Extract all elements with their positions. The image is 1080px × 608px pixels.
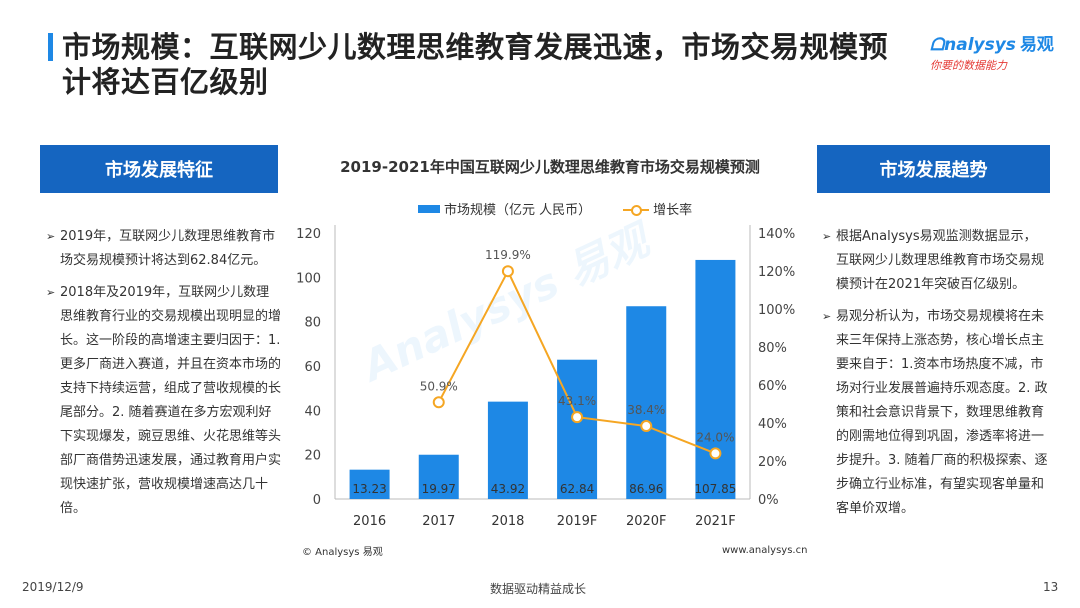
y-left-tick-label: 100 xyxy=(296,271,321,286)
legend-bar-label: 市场规模（亿元 人民币） xyxy=(444,203,592,218)
bar-value-label: 19.97 xyxy=(422,482,456,496)
logo-a-icon: ᗝ xyxy=(930,35,945,55)
left-bullet-2: ➢ 2018年及2019年，互联网少儿数理思维教育行业的交易规模出现明显的增长。这… xyxy=(46,281,282,521)
left-panel-heading: 市场发展特征 xyxy=(40,145,278,193)
left-bullet-2-text: 2018年及2019年，互联网少儿数理思维教育行业的交易规模出现明显的增长。这一… xyxy=(60,285,282,516)
y-right-tick-label: 120% xyxy=(758,265,795,280)
legend-bar-swatch xyxy=(418,204,440,213)
right-bullet-1-text: 根据Analysys易观监测数据显示，互联网少儿数理思维教育市场交易规模预计在2… xyxy=(836,229,1045,292)
bullet-arrow-icon: ➢ xyxy=(46,286,56,299)
chart-legend: 市场规模（亿元 人民币） 增长率 xyxy=(418,199,692,218)
chart-title: 2019-2021年中国互联网少儿数理思维教育市场交易规模预测 xyxy=(340,158,760,176)
logo-text: nalysys xyxy=(944,35,1016,55)
right-bullet-2-text: 易观分析认为，市场交易规模将在未来三年保持上涨态势，核心增长点主要来自于：1.资… xyxy=(836,309,1048,516)
bullet-arrow-icon: ➢ xyxy=(46,230,56,243)
right-bullet-2: ➢ 易观分析认为，市场交易规模将在未来三年保持上涨态势，核心增长点主要来自于：1.… xyxy=(822,305,1048,521)
logo-cn: 易观 xyxy=(1019,35,1054,55)
bullet-arrow-icon: ➢ xyxy=(822,310,832,323)
bullet-arrow-icon: ➢ xyxy=(822,230,832,243)
right-panel-heading: 市场发展趋势 xyxy=(817,145,1050,193)
x-tick-label: 2020F xyxy=(626,514,667,529)
x-tick-label: 2017 xyxy=(422,514,455,529)
market-size-chart: 0 20 40 60 80 100 120 0% 20% 40% 60% 80% 100% 120% 140… xyxy=(296,225,795,529)
site-url: www.analysys.cn xyxy=(722,545,808,556)
y-right-tick-label: 140% xyxy=(758,227,795,242)
left-bullet-1-text: 2019年，互联网少儿数理思维教育市场交易规模预计将达到62.84亿元。 xyxy=(60,229,276,268)
page-number: 13 xyxy=(1043,580,1059,594)
y-left-tick-label: 120 xyxy=(296,227,321,242)
growth-rate-label: 50.9% xyxy=(420,379,458,393)
y-left-tick-label: 0 xyxy=(313,493,321,508)
logo-wordmark: ᗝnalysys 易观 xyxy=(930,30,1054,55)
legend-line-swatch xyxy=(623,203,650,216)
y-right-tick-label: 20% xyxy=(758,455,787,470)
footer-date: 2019/12/9 xyxy=(22,580,84,594)
y-right-tick-label: 0% xyxy=(758,493,779,508)
footer-slogan: 数据驱动精益成长 xyxy=(490,582,587,596)
title-accent-bar xyxy=(48,33,53,61)
y-left-tick-label: 60 xyxy=(304,360,321,375)
x-tick-label: 2019F xyxy=(557,514,598,529)
y-left-tick-label: 20 xyxy=(304,449,321,464)
bar-value-label: 107.85 xyxy=(694,482,736,496)
x-tick-label: 2021F xyxy=(695,514,736,529)
growth-rate-point xyxy=(501,265,514,278)
page-title: 市场规模：互联网少儿数理思维教育发展迅速，市场交易规模预计将达百亿级别 xyxy=(62,30,889,99)
growth-rate-point xyxy=(571,411,584,424)
chart-bar xyxy=(349,469,390,499)
right-bullet-1: ➢ 根据Analysys易观监测数据显示，互联网少儿数理思维教育市场交易规模预计在… xyxy=(822,225,1048,297)
chart-bar xyxy=(418,454,459,499)
growth-rate-label: 43.1% xyxy=(558,394,596,408)
analysys-logo: ᗝnalysys 易观 你要的数据能力 xyxy=(930,30,1054,72)
chart-bar xyxy=(626,306,667,499)
y-left-tick-label: 80 xyxy=(304,316,321,331)
chart-bar xyxy=(487,401,528,499)
bar-value-label: 86.96 xyxy=(629,482,663,496)
y-left-tick-label: 40 xyxy=(304,404,321,419)
growth-rate-label: 119.9% xyxy=(485,248,531,262)
growth-rate-label: 38.4% xyxy=(627,403,665,417)
y-right-tick-label: 40% xyxy=(758,417,787,432)
x-tick-label: 2018 xyxy=(491,514,524,529)
y-right-tick-label: 80% xyxy=(758,341,787,356)
left-bullet-1: ➢ 2019年，互联网少儿数理思维教育市场交易规模预计将达到62.84亿元。 xyxy=(46,225,282,273)
chart-bar xyxy=(557,359,598,499)
bar-value-label: 13.23 xyxy=(352,482,386,496)
right-panel-bullets: ➢ 根据Analysys易观监测数据显示，互联网少儿数理思维教育市场交易规模预计在… xyxy=(822,225,1048,529)
y-right-tick-label: 60% xyxy=(758,379,787,394)
left-panel-bullets: ➢ 2019年，互联网少儿数理思维教育市场交易规模预计将达到62.84亿元。 ➢ 2… xyxy=(46,225,282,529)
chart-bar xyxy=(695,259,736,499)
legend-line-label: 增长率 xyxy=(653,203,693,218)
growth-rate-point xyxy=(432,396,445,409)
growth-rate-label: 24.0% xyxy=(696,430,734,444)
logo-slogan: 你要的数据能力 xyxy=(930,59,1007,72)
y-right-tick-label: 100% xyxy=(758,303,795,318)
x-tick-label: 2016 xyxy=(353,514,386,529)
chart-source: © Analysys 易观 xyxy=(302,547,383,558)
growth-rate-point xyxy=(709,447,722,460)
bar-value-label: 43.92 xyxy=(491,482,525,496)
bar-value-label: 62.84 xyxy=(560,482,594,496)
growth-rate-point xyxy=(640,420,653,433)
